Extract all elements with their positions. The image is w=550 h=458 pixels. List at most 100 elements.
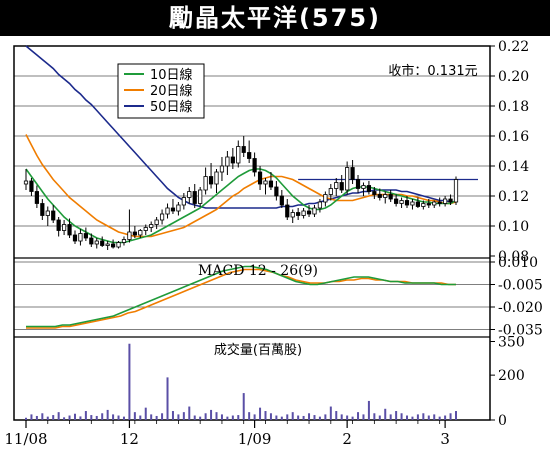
candle-body — [328, 188, 333, 195]
volume-bar — [242, 393, 245, 420]
volume-bar — [52, 415, 55, 420]
volume-bar — [210, 409, 213, 420]
candle-body — [301, 210, 306, 216]
volume-bar — [259, 407, 262, 420]
macd-y-axis: 0.010 -0.005 -0.020 -0.035 — [490, 255, 543, 339]
candle-body — [372, 191, 377, 195]
volume-bar — [84, 411, 87, 420]
volume-bar — [150, 414, 153, 420]
price-tick-label: 0.20 — [498, 69, 529, 85]
price-tick-label: 0.22 — [498, 39, 529, 55]
volume-bar — [411, 416, 414, 420]
candle-body — [339, 182, 344, 191]
volume-bar — [313, 415, 316, 420]
volume-bar — [182, 412, 185, 420]
volume-bar — [139, 415, 142, 420]
candle-body — [110, 243, 116, 248]
candle-body — [426, 203, 431, 206]
legend-entry: 10日線 — [150, 67, 193, 83]
volume-bar — [68, 415, 71, 420]
candle-body — [317, 201, 323, 209]
candle-body — [89, 237, 94, 245]
candle-body — [214, 171, 219, 185]
volume-bar — [308, 413, 311, 420]
candle-body — [121, 239, 127, 243]
volume-bar — [35, 415, 38, 420]
candle-body — [78, 233, 83, 242]
candle-body — [404, 200, 410, 206]
volume-bar — [422, 413, 425, 420]
volume-bar — [340, 414, 343, 420]
volume-bar — [193, 415, 196, 420]
volume-bar — [95, 415, 98, 420]
price-tick-label: 0.12 — [498, 189, 529, 205]
price-tick-label: 0.16 — [498, 129, 529, 145]
volume-bar — [378, 415, 381, 420]
volume-bar — [373, 413, 376, 420]
candle-body — [355, 179, 361, 189]
volume-bar — [400, 413, 403, 420]
volume-bar — [161, 413, 164, 420]
volume-tick-label: 0 — [498, 413, 507, 429]
volume-bar — [188, 406, 191, 420]
volume-bar — [220, 414, 223, 420]
volume-bar — [199, 416, 202, 420]
volume-bar — [362, 414, 365, 420]
candle-body — [274, 186, 279, 197]
volume-bar — [237, 415, 240, 420]
volume-bar — [253, 414, 256, 420]
candle-body — [263, 180, 268, 185]
volume-bars — [25, 343, 457, 420]
x-tick-label: 12 — [120, 430, 139, 448]
candle-body — [350, 167, 355, 180]
candle-body — [247, 152, 252, 159]
volume-bar — [444, 415, 447, 420]
volume-bar — [280, 416, 283, 420]
candle-body — [159, 213, 165, 221]
volume-bar — [90, 415, 93, 420]
macd-series-line — [26, 265, 456, 328]
candle-body — [279, 195, 284, 206]
candle-body — [181, 197, 186, 206]
volume-bar — [335, 411, 338, 420]
candle-body — [56, 219, 61, 231]
volume-bar — [112, 414, 115, 420]
volume-bar — [357, 412, 360, 420]
macd-tick-label: 0.010 — [498, 255, 538, 271]
volume-bar — [346, 415, 349, 420]
volume-bar — [41, 413, 44, 420]
candle-body — [290, 212, 295, 218]
close-price-label: 收市：0.131元 — [388, 63, 477, 79]
volume-bar — [128, 343, 131, 420]
candle-body — [100, 240, 105, 246]
candle-body — [29, 180, 34, 192]
volume-bar — [248, 412, 251, 420]
volume-bar — [384, 408, 387, 420]
candle-body — [415, 201, 420, 207]
macd-lines — [26, 265, 456, 329]
candle-body — [176, 204, 181, 212]
candle-body — [67, 224, 72, 236]
candle-body — [236, 146, 241, 164]
x-tick-label: 11/08 — [4, 430, 47, 448]
volume-bar — [367, 400, 370, 420]
volume-bar — [416, 414, 419, 420]
candle-body — [51, 210, 56, 221]
volume-bar — [215, 412, 218, 420]
candle-body — [62, 224, 67, 231]
volume-bar — [297, 415, 300, 420]
candle-body — [203, 176, 208, 191]
x-axis: 11/08 12 1/09 2 3 — [4, 420, 450, 448]
volume-bar — [449, 413, 452, 420]
chart-frame — [13, 45, 491, 421]
x-tick-label: 3 — [440, 430, 450, 448]
volume-bar — [133, 412, 136, 420]
candle-body — [45, 210, 50, 216]
candle-body — [394, 198, 399, 204]
ma20-line — [25, 134, 457, 238]
chart-title: 勵晶太平洋(575) — [168, 4, 382, 32]
price-tick-label: 0.18 — [498, 99, 529, 115]
candle-body — [268, 180, 274, 188]
price-tick-label: 0.08 — [498, 249, 529, 265]
